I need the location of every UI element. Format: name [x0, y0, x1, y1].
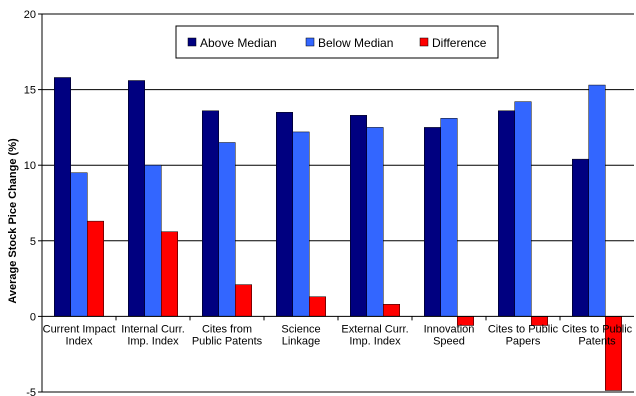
bar-difference — [161, 231, 178, 317]
category-label: Patents — [578, 335, 616, 347]
bar-above-median — [350, 115, 367, 317]
bar-difference — [87, 220, 104, 317]
bar-difference — [309, 296, 326, 317]
bar-below-median — [514, 101, 532, 317]
y-tick-label: 15 — [24, 85, 36, 97]
category-label: Cites to Public — [562, 323, 633, 335]
bar-above-median — [572, 158, 589, 317]
category-label: Imp. Index — [349, 335, 401, 347]
axes — [38, 13, 634, 393]
legend-swatch — [305, 37, 315, 47]
category-label: Linkage — [282, 335, 321, 347]
bar-above-median — [276, 112, 293, 317]
bar-above-median — [128, 80, 145, 317]
bar-above-median — [54, 77, 71, 317]
legend-swatch — [187, 37, 197, 47]
y-tick-label: 10 — [24, 160, 36, 172]
legend-label: Above Median — [200, 36, 277, 50]
category-label: Innovation — [424, 323, 475, 335]
category-label: Cites to Public — [488, 323, 559, 335]
bar-below-median — [218, 142, 236, 317]
y-tick-labels: -5 0 5 10 15 20 — [24, 9, 36, 396]
category-label: External Curr. — [341, 323, 408, 335]
category-label: Speed — [433, 335, 465, 347]
bar-difference — [235, 284, 252, 317]
y-axis-label: Average Stock Pice Change (%) — [7, 138, 19, 304]
legend-box — [175, 25, 499, 59]
bar-below-median — [440, 118, 458, 317]
bar-difference — [383, 304, 400, 317]
category-label: Current Impact — [43, 323, 116, 335]
category-label: Imp. Index — [127, 335, 179, 347]
bar-below-median — [366, 127, 384, 317]
y-tick-label: 20 — [24, 9, 36, 21]
category-label: Internal Curr. — [121, 323, 185, 335]
category-label: Papers — [506, 335, 541, 347]
legend-label: Below Median — [318, 36, 393, 50]
bar-below-median — [144, 164, 162, 317]
legend-swatch — [419, 37, 429, 47]
category-label: Cites from — [202, 323, 252, 335]
bar-above-median — [498, 110, 515, 317]
bar-above-median — [202, 110, 219, 317]
bar-below-median — [292, 131, 310, 317]
category-label: Index — [66, 335, 93, 347]
bar-below-median — [70, 172, 88, 317]
y-tick-label: -5 — [26, 387, 36, 396]
category-label: Public Patents — [192, 335, 263, 347]
y-tick-label: 0 — [30, 311, 36, 323]
bar-above-median — [424, 127, 441, 317]
category-label: Science — [281, 323, 320, 335]
legend: Above Median Below Median Difference — [175, 25, 499, 59]
bar-below-median — [588, 84, 606, 317]
legend-label: Difference — [432, 36, 487, 50]
y-tick-label: 5 — [30, 236, 36, 248]
